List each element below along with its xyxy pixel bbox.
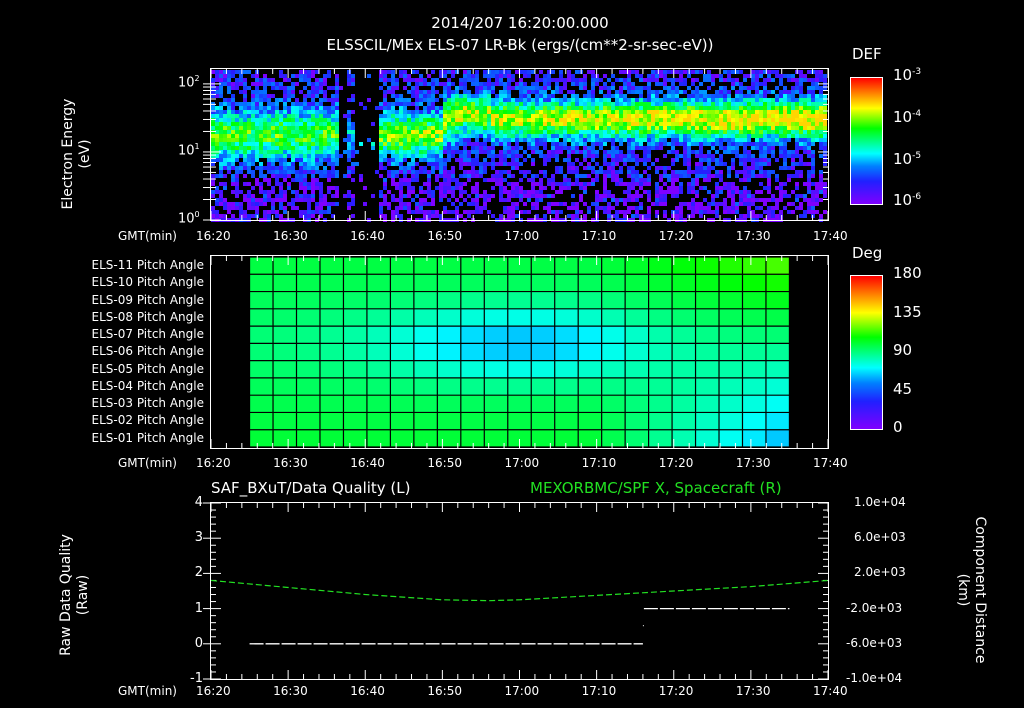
time-tick-label: 16:20: [196, 684, 231, 698]
time-tick-label: 16:20: [196, 229, 231, 243]
time-tick-label: 16:40: [350, 229, 385, 243]
time-tick-label: 17:20: [658, 684, 694, 698]
panel3-left-ytick-label: 2: [194, 565, 203, 581]
pitch-angle-row-label: ELS-02 Pitch Angle: [91, 413, 204, 428]
panel1-ytick-10: 101: [178, 142, 200, 159]
time-tick-label: 16:30: [273, 229, 308, 243]
time-tick-label: 17:10: [581, 684, 617, 698]
time-tick-label: 17:40: [813, 229, 848, 243]
time-tick-label: 16:40: [350, 684, 385, 698]
colorbar1-title: DEF: [852, 45, 882, 63]
pitch-angle-row-label: ELS-09 Pitch Angle: [91, 292, 204, 307]
spectrogram-image: [211, 70, 827, 222]
colorbar1-tick-1e-4: 10-4: [893, 108, 922, 126]
time-tick-label: 17:10: [581, 456, 617, 470]
panel3-left-title: SAF_BXuT/Data Quality (L): [211, 479, 411, 497]
pitch-angle-row-label: ELS-08 Pitch Angle: [91, 309, 204, 324]
time-tick-label: 17:00: [504, 684, 540, 698]
colorbar2-tick-label: 0: [893, 418, 903, 436]
pitch-angle-row-label: ELS-10 Pitch Angle: [91, 275, 204, 290]
time-tick-label: 17:40: [813, 684, 848, 698]
def-colorbar: [850, 77, 883, 205]
panel1-time-axis-label: GMT(min): [118, 229, 177, 243]
panel3-left-ytick-label: 0: [194, 635, 203, 651]
time-tick-label: 17:30: [735, 229, 771, 243]
colorbar2-tick-label: 45: [893, 379, 913, 398]
panel3-frame: [210, 502, 829, 680]
panel3-right-ytick-label: 6.0e+03: [854, 530, 906, 545]
time-tick-label: 16:30: [273, 684, 308, 698]
panel3-left-ytick-label: 1: [194, 600, 203, 616]
panel3-left-ytick-label: -1: [190, 671, 203, 686]
time-tick-label: 17:00: [504, 229, 540, 243]
panel3-right-ytick-label: -2.0e+03: [846, 600, 903, 615]
panel2-frame: [210, 255, 829, 449]
time-tick-label: 16:50: [427, 456, 462, 470]
panel1-ytick-100: 102: [178, 74, 200, 91]
time-tick-label: 17:20: [658, 456, 694, 470]
pitch-angle-row-label: ELS-11 Pitch Angle: [91, 258, 204, 272]
time-tick-label: 16:50: [427, 229, 462, 243]
plot-datetime: 2014/207 16:20:00.000: [431, 14, 609, 32]
colorbar2-title: Deg: [852, 244, 883, 262]
pitch-angle-heatmap: [211, 256, 827, 448]
colorbar1-tick-1e-3: 10-3: [893, 66, 922, 84]
colorbar2-tick-label: 135: [893, 302, 922, 321]
time-tick-label: 17:30: [735, 684, 771, 698]
panel3-left-ytick-label: 3: [194, 530, 203, 546]
time-tick-label: 16:20: [196, 456, 231, 470]
colorbar2-tick-label: 90: [893, 341, 913, 359]
panel2-time-axis-label: GMT(min): [118, 456, 177, 470]
time-tick-label: 16:30: [273, 456, 308, 470]
time-tick-label: 16:40: [350, 456, 385, 470]
colorbar1-tick-1e-5: 10-5: [893, 150, 922, 168]
plot-title: ELSSCIL/MEx ELS-07 LR-Bk (ergs/(cm**2-sr…: [326, 36, 714, 54]
pitch-angle-row-label: ELS-04 Pitch Angle: [91, 378, 204, 393]
panel3-time-axis-label: GMT(min): [118, 684, 177, 698]
panel3-right-title: MEXORBMC/SPF X, Spacecraft (R): [530, 479, 782, 497]
time-tick-label: 16:50: [427, 684, 462, 698]
time-tick-label: 17:00: [504, 456, 540, 470]
pitch-angle-image: [248, 256, 791, 448]
pitch-angle-row-label: ELS-01 Pitch Angle: [91, 430, 204, 445]
panel3-right-ytick-label: -6.0e+03: [846, 635, 903, 650]
panel3-left-ytick-label: 4: [194, 495, 203, 510]
pitch-angle-row-label: ELS-05 Pitch Angle: [91, 361, 204, 376]
pitch-angle-row-label: ELS-03 Pitch Angle: [91, 396, 204, 411]
pitch-angle-row-label: ELS-07 Pitch Angle: [91, 327, 204, 342]
time-tick-label: 17:10: [581, 229, 617, 243]
pitch-angle-row-label: ELS-06 Pitch Angle: [91, 344, 204, 359]
panel3-right-ytick-label: 2.0e+03: [854, 565, 906, 580]
deg-colorbar: [850, 275, 883, 430]
energy-spectrogram: [211, 70, 827, 222]
time-tick-label: 17:40: [813, 456, 848, 470]
time-tick-label: 17:20: [658, 229, 694, 243]
colorbar2-tick-label: 180: [893, 264, 922, 282]
panel1-frame: [210, 68, 829, 221]
panel1-ytick-1: 100: [178, 210, 200, 227]
time-tick-label: 17:30: [735, 456, 771, 470]
panel3-right-ytick-label: -1.0e+04: [846, 671, 903, 685]
colorbar1-tick-1e-6: 10-6: [893, 191, 922, 209]
panel3-right-ytick-label: 1.0e+04: [854, 495, 906, 509]
